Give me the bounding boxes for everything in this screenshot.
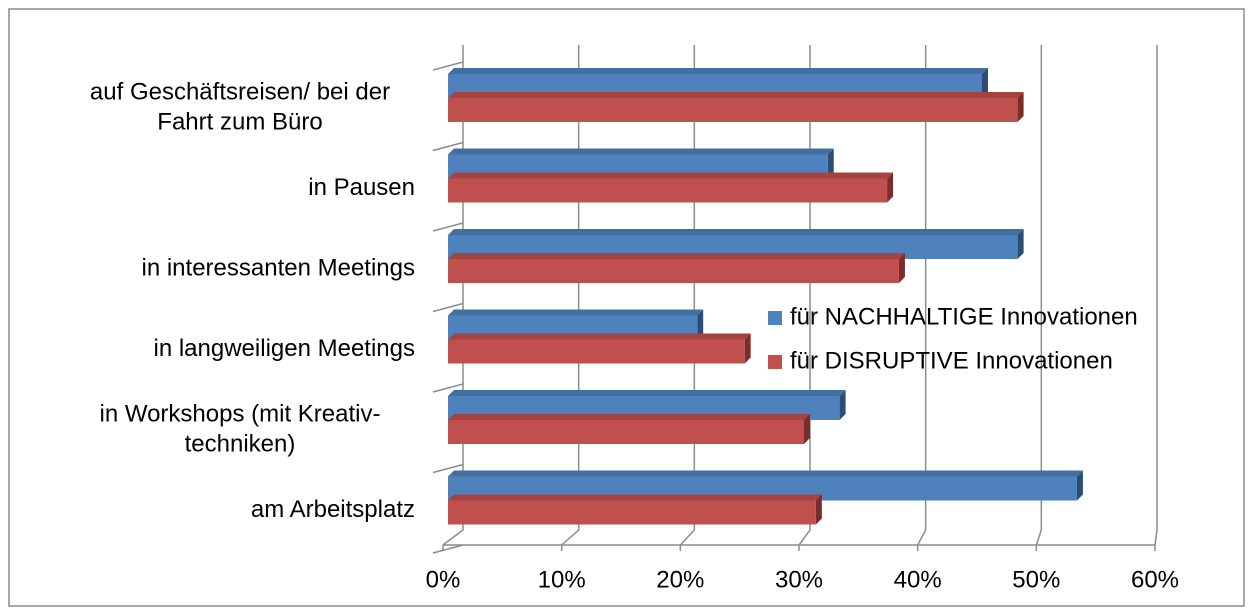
legend-swatch [768, 311, 782, 325]
bar-top [448, 68, 988, 74]
bar-top [448, 333, 751, 340]
category-tick [432, 222, 464, 232]
y-tick-label: am Arbeitsplatz [251, 496, 415, 523]
grid-line [917, 45, 927, 546]
category-tick [432, 463, 464, 474]
grid-line [798, 45, 811, 546]
x-tick-label: 10% [538, 566, 586, 593]
bar-side [1017, 229, 1024, 259]
bar-top [448, 494, 822, 501]
x-tick-label: 0% [426, 566, 461, 593]
bar-side [815, 494, 822, 525]
x-tick-label: 20% [656, 566, 704, 593]
y-tick-label: in interessanten Meetings [142, 255, 416, 282]
y-tick-label: in Pausen [308, 174, 415, 201]
bar-top [448, 470, 1083, 477]
bar-top [448, 172, 894, 179]
bar [448, 414, 810, 444]
y-tick-label: auf Geschäftsreisen/ bei der Fahrt zum Bü… [90, 79, 390, 136]
bar-top [448, 414, 810, 420]
bar-side [744, 333, 751, 364]
legend-label: für DISRUPTIVE Innovationen [790, 347, 1113, 374]
bar-top [448, 92, 1024, 98]
x-tick-label: 60% [1131, 566, 1179, 593]
bar [448, 494, 822, 525]
category-tick [432, 302, 464, 313]
bar-front [448, 178, 888, 203]
bar-top [448, 309, 704, 316]
category-tick [432, 383, 464, 393]
y-tick-label: in langweiligen Meetings [154, 335, 416, 362]
bar-top [448, 148, 834, 155]
bar-front [448, 500, 816, 525]
y-tick-label: in Workshops (mit Kreativ-techniken) [100, 401, 381, 458]
bar [448, 253, 905, 283]
bar-side [804, 414, 810, 444]
grid-line [1154, 45, 1158, 546]
bar-side [887, 172, 894, 203]
legend-swatch [768, 355, 782, 369]
x-tick-label: 40% [894, 566, 942, 593]
grid-line [561, 45, 580, 546]
bar-side [827, 148, 834, 179]
bar [448, 92, 1024, 122]
bar-side [898, 253, 905, 283]
category-tick [432, 544, 464, 554]
bar-side [697, 309, 704, 340]
bar-top [448, 390, 846, 396]
bar-front [448, 259, 899, 283]
bar-front [448, 339, 745, 364]
legend-label: für NACHHALTIGE Innovationen [790, 303, 1138, 330]
x-tick-label: 50% [1012, 566, 1060, 593]
x-tick-label: 30% [775, 566, 823, 593]
category-tick [432, 141, 464, 152]
bar-top [448, 253, 905, 259]
grid-line [1035, 45, 1043, 546]
bar-top [448, 229, 1024, 235]
bar-side [1017, 92, 1024, 122]
bar-side [839, 390, 846, 420]
category-tick [432, 61, 464, 71]
value-axis [442, 45, 464, 546]
bar-side [1076, 470, 1083, 501]
bar-side [982, 68, 988, 98]
bar-front [448, 420, 804, 444]
bar-front [448, 98, 1018, 122]
grid-line [679, 45, 696, 546]
bar [448, 172, 894, 203]
bar [448, 333, 751, 364]
